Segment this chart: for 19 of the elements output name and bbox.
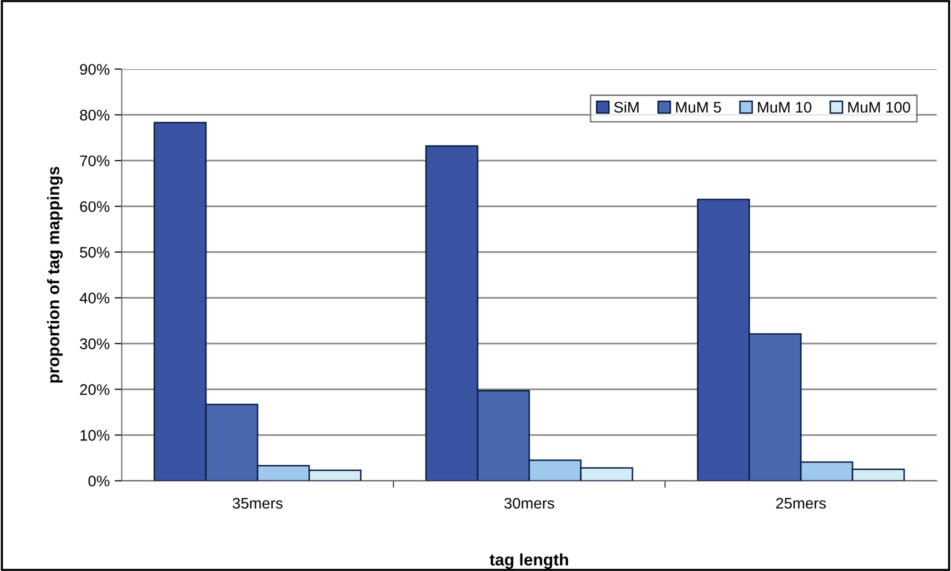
legend-label: MuM 5 — [676, 102, 721, 113]
y-tick-label: 10% — [80, 430, 110, 441]
y-tick-label: 90% — [80, 64, 110, 75]
y-tick-label: 50% — [80, 246, 110, 258]
y-tick-label: 20% — [80, 384, 110, 395]
y-tick-label: 40% — [80, 292, 110, 304]
legend-label: SiM — [614, 101, 639, 113]
x-tick-label: 35mers — [232, 498, 282, 509]
y-tick-label: 30% — [80, 338, 110, 350]
y-axis-title: proportion of tag mappings — [47, 166, 63, 383]
x-axis-title: tag length — [490, 553, 568, 569]
legend-label: MuM 10 — [758, 102, 812, 113]
legend-label: MuM 100 — [848, 102, 910, 113]
x-tick-label: 25mers — [776, 498, 826, 509]
y-tick-label: 60% — [80, 201, 110, 212]
y-tick-label: 70% — [80, 155, 110, 166]
y-tick-label: 0% — [88, 476, 110, 486]
x-tick-label: 30mers — [504, 498, 554, 509]
y-tick-label: 80% — [80, 110, 110, 121]
